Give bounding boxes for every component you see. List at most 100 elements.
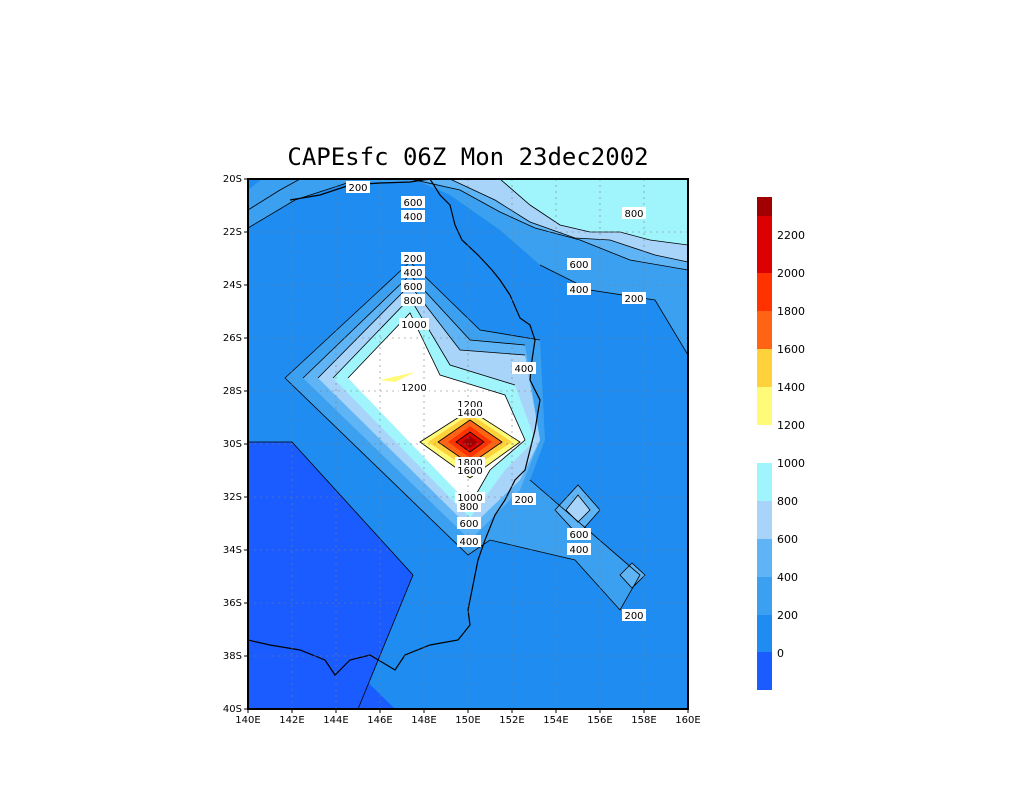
contour-label: 600 (401, 280, 425, 293)
contour-label: 400 (457, 535, 481, 548)
colorbar-label: 800 (777, 495, 798, 508)
svg-text:600: 600 (403, 198, 422, 209)
contour-label: 600 (567, 528, 591, 541)
svg-text:600: 600 (459, 519, 478, 530)
x-tick-label: 150E (455, 715, 480, 726)
contour-labels: 200 600 400 800 200 400 600 800 1000 120… (346, 181, 646, 622)
x-tick-label: 160E (675, 715, 700, 726)
svg-text:800: 800 (403, 296, 422, 307)
contour-label: 400 (401, 266, 425, 279)
colorbar-swatch (757, 577, 772, 615)
contour-label: 1400 (455, 407, 485, 419)
band-1200-1400-small (380, 372, 415, 382)
y-tick-label: 40S (223, 704, 242, 715)
colorbar-label: 2200 (777, 229, 805, 242)
y-axis: 20S 22S 24S 26S 28S 30S 32S 34S 36S 38S … (223, 174, 248, 715)
colorbar-swatch (757, 197, 772, 216)
colorbar-label: 600 (777, 533, 798, 546)
svg-text:600: 600 (403, 282, 422, 293)
contour-lines (248, 179, 688, 709)
coastline (248, 179, 541, 676)
colorbar-swatch (757, 311, 772, 349)
svg-text:600: 600 (569, 530, 588, 541)
svg-text:400: 400 (459, 537, 478, 548)
svg-text:200: 200 (624, 294, 643, 305)
svg-text:600: 600 (569, 260, 588, 271)
contour-label: 400 (567, 543, 591, 556)
y-tick-label: 24S (223, 280, 242, 291)
colorbar-label: 0 (777, 647, 784, 660)
colorbar-label: 1600 (777, 343, 805, 356)
y-tick-label: 20S (223, 174, 242, 185)
y-tick-label: 22S (223, 227, 242, 238)
x-tick-label: 144E (323, 715, 348, 726)
contour-label: 1000 (455, 492, 485, 504)
svg-text:1000: 1000 (457, 493, 482, 504)
svg-text:400: 400 (403, 268, 422, 279)
grid (248, 179, 688, 709)
svg-text:200: 200 (514, 495, 533, 506)
svg-text:1000: 1000 (401, 320, 426, 331)
contour-label: 600 (401, 196, 425, 209)
contour-label: 200 (512, 493, 536, 506)
svg-text:400: 400 (403, 212, 422, 223)
colorbar-label: 400 (777, 571, 798, 584)
contour-label: 1600 (455, 465, 485, 477)
band-below-0-coast (248, 645, 395, 709)
colorbar: 2200 2000 1800 1600 1400 1200 1000 800 6… (757, 197, 805, 690)
colorbar-swatch (757, 539, 772, 577)
contour-label: 800 (457, 501, 481, 513)
x-tick-label: 146E (367, 715, 392, 726)
colorbar-swatch (757, 501, 772, 539)
contour-label: 1000 (399, 318, 429, 331)
colorbar-swatch (757, 387, 772, 425)
colorbar-swatch (757, 615, 772, 652)
x-tick-label: 154E (543, 715, 568, 726)
contour-label: 800 (622, 207, 646, 220)
band-offshore-600 (566, 495, 590, 522)
svg-text:1200: 1200 (457, 400, 482, 411)
colorbar-swatch (757, 652, 772, 690)
contour-label: 400 (401, 210, 425, 223)
svg-text:400: 400 (569, 285, 588, 296)
y-tick-label: 36S (223, 598, 242, 609)
y-tick-label: 34S (223, 545, 242, 556)
colorbar-label: 1000 (777, 457, 805, 470)
band-2200-plus (462, 436, 478, 448)
y-tick-label: 28S (223, 386, 242, 397)
band-800-1000-north (500, 179, 688, 245)
x-tick-label: 142E (279, 715, 304, 726)
x-tick-label: 140E (235, 715, 260, 726)
x-tick-label: 148E (411, 715, 436, 726)
contour-label: 1800 (455, 457, 485, 469)
svg-text:200: 200 (348, 183, 367, 194)
svg-text:800: 800 (459, 502, 478, 513)
x-tick-label: 152E (499, 715, 524, 726)
x-tick-label: 158E (631, 715, 656, 726)
y-tick-label: 26S (223, 333, 242, 344)
svg-text:400: 400 (569, 545, 588, 556)
svg-text:1400: 1400 (457, 408, 482, 419)
contour-label: 200 (346, 181, 370, 194)
chart-title: CAPEsfc 06Z Mon 23dec2002 (287, 143, 648, 171)
contour-label: 600 (567, 258, 591, 271)
colorbar-swatch (757, 235, 772, 273)
svg-text:1200: 1200 (401, 383, 426, 394)
contour-label: 600 (457, 517, 481, 530)
svg-text:800: 800 (624, 209, 643, 220)
contour-label: 400 (512, 362, 536, 375)
colorbar-label: 200 (777, 609, 798, 622)
contour-label: 200 (622, 292, 646, 305)
band-below-0 (248, 442, 413, 709)
y-tick-label: 32S (223, 492, 242, 503)
colorbar-swatch (757, 463, 772, 501)
colorbar-swatch (757, 216, 772, 235)
contour-label: 200 (622, 609, 646, 622)
contour-label: 1200 (455, 399, 485, 411)
x-axis: 140E 142E 144E 146E 148E 150E 152E 154E … (235, 709, 701, 726)
contour-label: 200 (401, 252, 425, 265)
svg-text:1800: 1800 (457, 458, 482, 469)
contour-label: 400 (567, 283, 591, 296)
colorbar-swatch (757, 349, 772, 387)
